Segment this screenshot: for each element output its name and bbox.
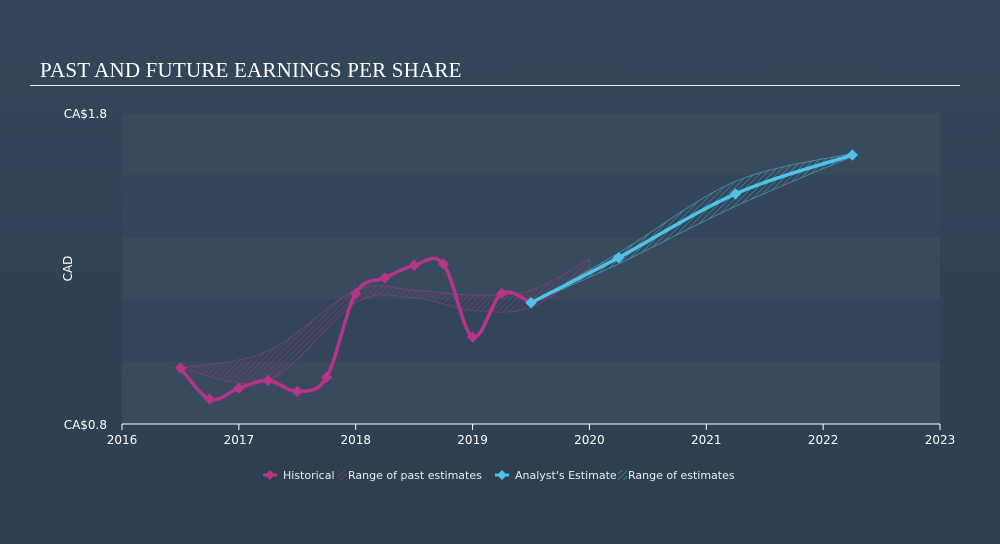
series-lines	[174, 149, 859, 405]
estimate-point	[846, 149, 859, 161]
x-tick-label: 2022	[808, 433, 839, 447]
estimate-point	[729, 188, 742, 200]
legend: Historical Range of past estimates Analyst…	[263, 469, 735, 482]
range-past-estimates	[180, 258, 590, 384]
legend-hatch-swatch	[338, 470, 347, 480]
legend-marker	[497, 470, 507, 480]
analyst-estimate-line	[529, 153, 855, 305]
historical-point	[320, 371, 333, 384]
x-tick-label: 2018	[340, 433, 371, 447]
x-tick-label: 2017	[224, 433, 255, 447]
grid-band	[122, 299, 940, 362]
historical-point	[233, 382, 245, 394]
axes: 2016 2017 2018 2019 2020 2021 2022 2023 CA$1.8 CA…	[61, 107, 955, 447]
legend-marker	[265, 470, 275, 480]
y-tick-label: CA$0.8	[64, 418, 107, 432]
title-divider	[30, 85, 960, 86]
x-tick-label: 2020	[574, 433, 605, 447]
historical-point	[496, 287, 508, 300]
historical-point	[262, 374, 274, 387]
historical-point	[379, 272, 391, 284]
historical-point	[466, 331, 479, 343]
grid-band	[122, 237, 940, 300]
historical-point	[350, 287, 362, 300]
historical-point	[437, 258, 450, 270]
y-tick-label: CA$1.8	[64, 107, 107, 121]
grid-band	[122, 175, 940, 238]
legend-label: Range of estimates	[628, 469, 735, 482]
grid-bands	[122, 113, 940, 424]
y-axis-label: CAD	[61, 256, 75, 282]
historical-point	[408, 259, 420, 272]
estimate-point	[525, 297, 537, 309]
x-tick-label: 2016	[107, 433, 138, 447]
historical-point	[174, 362, 187, 374]
chart-title: PAST AND FUTURE EARNINGS PER SHARE	[40, 58, 462, 82]
historical-point	[291, 385, 303, 398]
legend-label: Range of past estimates	[348, 469, 482, 482]
historical-point	[203, 393, 216, 405]
x-tick-label: 2019	[457, 433, 488, 447]
legend-label: Historical	[283, 469, 335, 482]
legend-hatch-swatch	[618, 470, 627, 480]
x-tick-label: 2021	[691, 433, 722, 447]
legend-label: Analyst's Estimate	[515, 469, 617, 482]
x-tick-label: 2023	[925, 433, 956, 447]
